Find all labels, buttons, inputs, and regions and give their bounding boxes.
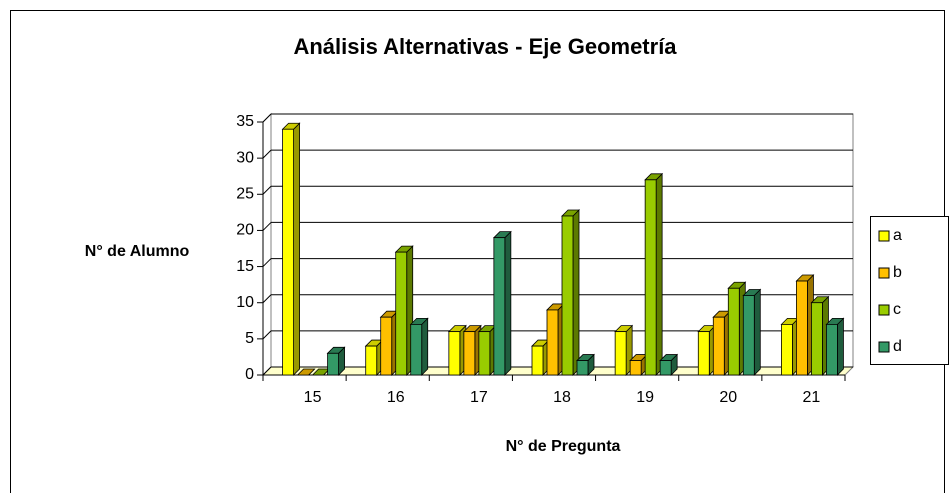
x-axis-title: N° de Pregunta <box>506 438 621 455</box>
y-axis-title: N° de Alumno <box>85 243 190 260</box>
grid-line-side <box>262 330 272 340</box>
bar-side <box>753 288 761 376</box>
bar <box>493 237 506 376</box>
grid-line-side <box>262 113 272 123</box>
x-tick-label: 19 <box>636 389 654 406</box>
bar <box>561 215 574 376</box>
side-wall <box>262 112 272 377</box>
x-tick-label: 18 <box>553 389 571 406</box>
bar <box>781 323 793 376</box>
bar <box>327 352 339 376</box>
bar <box>742 295 755 376</box>
bar <box>796 280 808 376</box>
bar <box>531 345 544 376</box>
bar <box>727 287 740 376</box>
grid-line-side <box>262 222 272 231</box>
y-tick-label: 35 <box>236 113 254 130</box>
bar <box>410 323 423 376</box>
chart-title: Análisis Alternativas - Eje Geometría <box>293 34 677 59</box>
bar <box>811 302 823 376</box>
x-tick-label: 15 <box>304 389 322 406</box>
grid-line-side <box>262 185 272 195</box>
bar <box>478 331 491 376</box>
bar <box>395 251 408 376</box>
legend-swatch <box>878 304 890 316</box>
bar-side <box>504 230 512 376</box>
bar-side <box>421 317 429 376</box>
grid-line-side <box>262 294 272 304</box>
grid-line-side <box>262 149 272 159</box>
y-tick-label: 25 <box>236 186 254 203</box>
bar <box>282 128 294 376</box>
bar <box>697 331 710 376</box>
bar <box>463 331 476 376</box>
bar <box>826 323 838 376</box>
bar <box>712 316 725 376</box>
x-tick-label: 16 <box>387 389 405 406</box>
y-tick-label: 15 <box>236 258 254 275</box>
y-tick-label: 20 <box>236 222 254 239</box>
y-tick-label: 10 <box>236 294 254 311</box>
bar-side <box>293 122 300 376</box>
bar-side <box>837 317 844 376</box>
y-tick-label: 30 <box>236 149 254 166</box>
bar-top <box>296 368 316 376</box>
bar <box>614 331 627 376</box>
bar-side <box>655 172 663 376</box>
y-tick-label: 0 <box>245 366 254 383</box>
bar <box>659 360 672 376</box>
grid-line-side <box>262 258 272 267</box>
bar <box>576 360 589 376</box>
x-tick-label: 17 <box>470 389 488 406</box>
bar <box>365 345 378 376</box>
y-tick-label: 5 <box>245 330 254 347</box>
bar <box>629 360 642 376</box>
legend-swatch <box>878 230 890 242</box>
bar <box>448 331 461 376</box>
x-tick-label: 21 <box>803 389 821 406</box>
bar <box>380 316 393 376</box>
bar-side <box>572 209 580 376</box>
x-tick-label: 20 <box>719 389 737 406</box>
bar <box>546 309 559 376</box>
legend-swatch <box>878 341 890 353</box>
bar <box>644 179 657 376</box>
legend-swatch <box>878 267 890 279</box>
legend-label: b <box>893 264 902 281</box>
grid-line-side <box>262 366 272 376</box>
legend-label: c <box>893 301 901 318</box>
legend-label: a <box>893 227 902 244</box>
legend-label: d <box>893 338 902 355</box>
